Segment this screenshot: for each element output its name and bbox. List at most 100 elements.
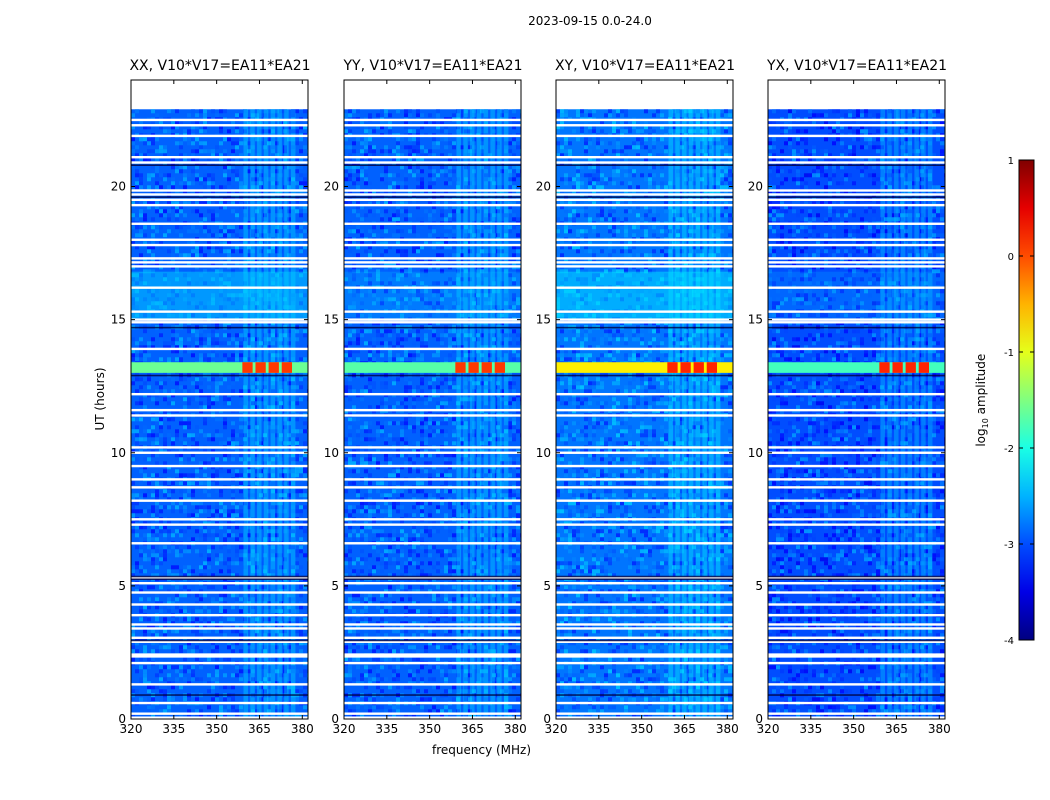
heatmap-cell <box>460 329 464 334</box>
heatmap-cell <box>171 337 175 342</box>
heatmap-cell <box>408 229 412 234</box>
heatmap-cell <box>163 461 167 466</box>
heatmap-cell <box>275 141 279 146</box>
heatmap-cell <box>227 177 231 182</box>
heatmap-cell <box>428 241 432 246</box>
heatmap-cell <box>468 121 472 126</box>
heatmap-cell <box>151 121 155 126</box>
heatmap-cell <box>392 425 396 430</box>
heatmap-cell <box>303 617 307 622</box>
heatmap-cell <box>488 301 492 306</box>
heatmap-cell <box>404 397 408 402</box>
heatmap-cell <box>492 313 496 318</box>
heatmap-cell <box>432 165 436 170</box>
heatmap-cell <box>235 213 239 218</box>
heatmap-cell <box>283 529 287 534</box>
heatmap-cell <box>432 217 436 222</box>
heatmap-cell <box>496 213 500 218</box>
heatmap-cell <box>155 489 159 494</box>
heatmap-cell <box>243 269 247 274</box>
heatmap-cell <box>175 573 179 578</box>
heatmap-cell <box>404 273 408 278</box>
heatmap-cell <box>484 109 488 114</box>
heatmap-cell <box>508 421 512 426</box>
heatmap-cell <box>368 209 372 214</box>
heatmap-cell <box>255 461 259 466</box>
heatmap-cell <box>203 217 207 222</box>
heatmap-cell <box>420 341 424 346</box>
heatmap-cell <box>215 649 219 654</box>
heatmap-cell <box>303 505 307 510</box>
heatmap-cell <box>484 305 488 310</box>
heatmap-cell <box>219 705 223 710</box>
heatmap-cell <box>255 153 259 158</box>
heatmap-cell <box>476 209 480 214</box>
heatmap-cell <box>235 357 239 362</box>
heatmap-cell <box>492 229 496 234</box>
heatmap-cell <box>348 357 352 362</box>
heatmap-cell <box>183 397 187 402</box>
heatmap-cell <box>187 421 191 426</box>
heatmap-cell <box>179 685 183 690</box>
heatmap-cell <box>235 201 239 206</box>
heatmap-cell <box>151 397 155 402</box>
heatmap-cell <box>303 493 307 498</box>
heatmap-cell <box>287 421 291 426</box>
heatmap-cell <box>211 185 215 190</box>
heatmap-cell <box>440 405 444 410</box>
heatmap-cell <box>396 217 400 222</box>
heatmap-cell <box>348 353 352 358</box>
heatmap-cell <box>392 421 396 426</box>
heatmap-cell <box>287 637 291 642</box>
heatmap-cell <box>504 301 508 306</box>
heatmap-cell <box>380 145 384 150</box>
heatmap-cell <box>291 509 295 514</box>
heatmap-cell <box>344 357 348 362</box>
heatmap-cell <box>251 337 255 342</box>
heatmap-cell <box>155 649 159 654</box>
heatmap-cell <box>235 245 239 250</box>
heatmap-cell <box>255 665 259 670</box>
heatmap-cell <box>275 489 279 494</box>
heatmap-cell <box>143 509 147 514</box>
heatmap-cell <box>480 357 484 362</box>
heatmap-cell <box>384 245 388 250</box>
heatmap-cell <box>163 657 167 662</box>
heatmap-cell <box>348 305 352 310</box>
heatmap-cell <box>183 473 187 478</box>
heatmap-cell <box>155 493 159 498</box>
heatmap-cell <box>211 109 215 114</box>
heatmap-cell <box>179 461 183 466</box>
heatmap-cell <box>219 457 223 462</box>
heatmap-cell <box>295 449 299 454</box>
heatmap-cell <box>400 233 404 238</box>
heatmap-cell <box>404 421 408 426</box>
heatmap-cell <box>255 533 259 538</box>
heatmap-cell <box>195 345 199 350</box>
heatmap-cell <box>452 177 456 182</box>
heatmap-cell <box>239 417 243 422</box>
heatmap-cell <box>139 569 143 574</box>
heatmap-cell <box>279 153 283 158</box>
heatmap-cell <box>231 421 235 426</box>
heatmap-cell <box>163 633 167 638</box>
heatmap-cell <box>291 121 295 126</box>
heatmap-cell <box>436 301 440 306</box>
heatmap-cell <box>135 201 139 206</box>
heatmap-cell <box>147 125 151 130</box>
heatmap-cell <box>412 333 416 338</box>
heatmap-cell <box>279 565 283 570</box>
heatmap-cell <box>183 405 187 410</box>
heatmap-cell <box>159 145 163 150</box>
heatmap-cell <box>159 505 163 510</box>
heatmap-cell <box>223 685 227 690</box>
heatmap-cell <box>179 501 183 506</box>
heatmap-cell <box>263 341 267 346</box>
heatmap-cell <box>432 281 436 286</box>
heatmap-cell <box>139 697 143 702</box>
heatmap-cell <box>247 449 251 454</box>
heatmap-cell <box>303 521 307 526</box>
heatmap-cell <box>283 425 287 430</box>
heatmap-cell <box>219 229 223 234</box>
